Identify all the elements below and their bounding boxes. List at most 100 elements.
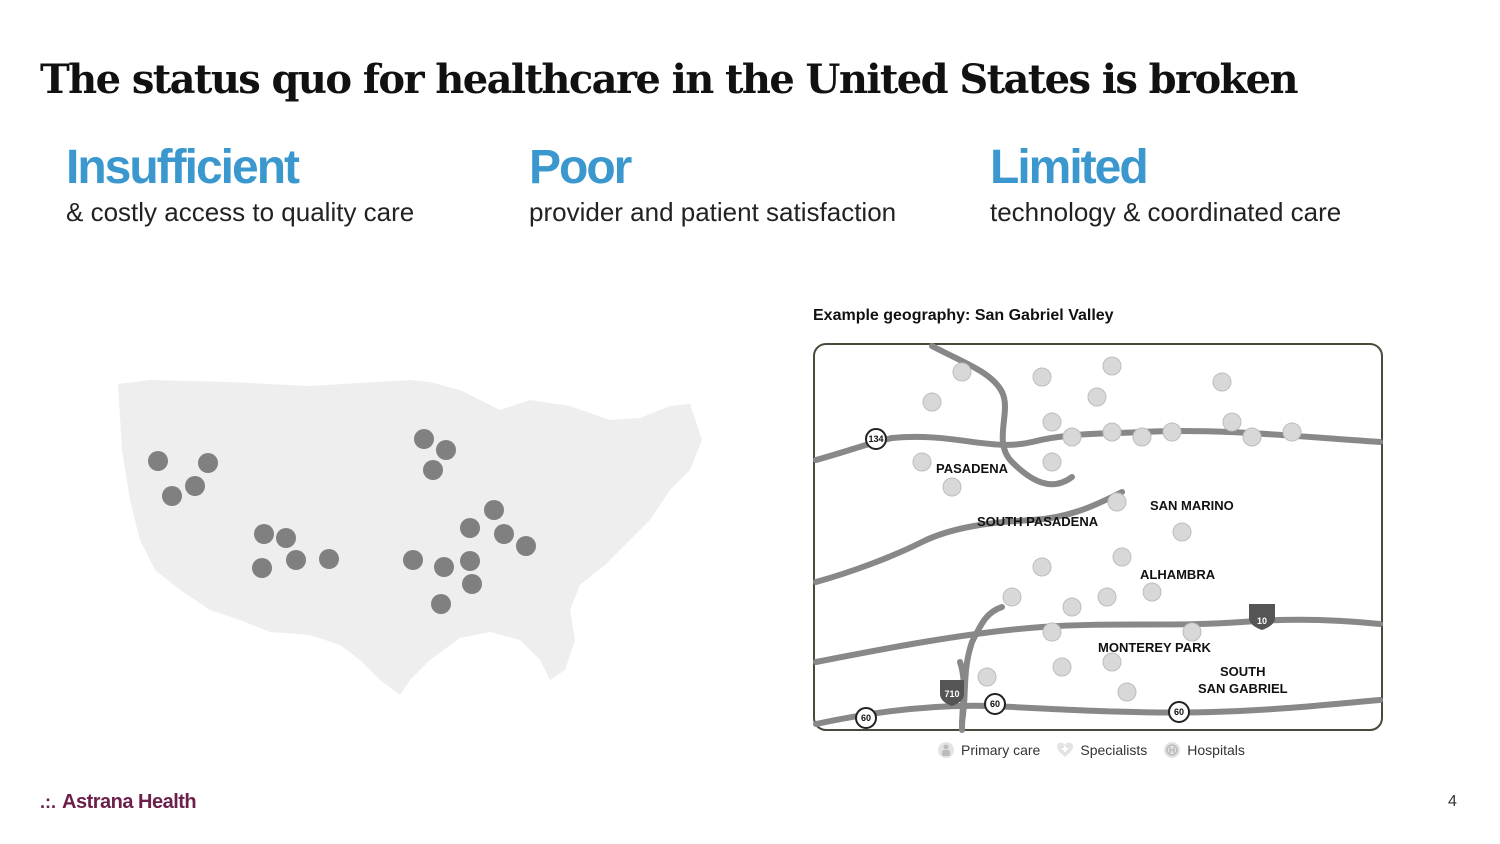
provider-marker [912,452,932,472]
provider-markers [912,356,1302,702]
interstate-10-shield [1249,604,1275,630]
place-label-pasadena: PASADENA [936,461,1009,476]
legend-label: Specialists [1080,742,1148,758]
provider-marker [1042,622,1062,642]
location-dot [162,486,182,506]
provider-marker [922,392,942,412]
location-dot [414,429,434,449]
provider-marker [1052,657,1072,677]
location-dot [460,518,480,538]
legend-label: Primary care [961,742,1041,758]
route-60-label: 60 [990,699,1000,709]
location-dot [319,549,339,569]
location-dot [254,524,274,544]
provider-marker [1142,582,1162,602]
interstate-710-shield [940,680,964,706]
location-dot [423,460,443,480]
us-map-outline [118,380,702,695]
route-60-label: 60 [861,713,871,723]
provider-marker [977,667,997,687]
route-134-label: 134 [868,434,883,444]
location-dot [403,550,423,570]
location-dot [434,557,454,577]
route-60-shield [1168,701,1190,723]
column-poor: Poor provider and patient satisfaction [529,142,896,228]
location-dot [516,536,536,556]
location-dot [494,524,514,544]
provider-marker [1222,412,1242,432]
provider-marker [1102,652,1122,672]
provider-marker [1182,622,1202,642]
column-subtitle: provider and patient satisfaction [529,197,897,227]
place-label-south: SOUTH [1220,664,1266,679]
route-710-label: 710 [944,689,959,699]
us-map [118,380,702,695]
provider-marker [1042,412,1062,432]
provider-marker [1002,587,1022,607]
location-dot [148,451,168,471]
location-dot [185,476,205,496]
logo-mark-icon: .:. [40,792,56,812]
astrana-health-logo: .:. Astrana Health [40,791,197,814]
map-caption: Example geography: San Gabriel Valley [813,307,1114,324]
place-label-alhambra: ALHAMBRA [1140,567,1216,582]
provider-marker [1062,427,1082,447]
provider-marker [1042,452,1062,472]
logo-wordmark: Astrana Health [62,791,197,813]
hospital-icon [1164,742,1181,758]
provider-marker [1162,422,1182,442]
location-dots [148,429,536,614]
location-dot [276,528,296,548]
place-label-south-pasadena: SOUTH PASADENA [977,514,1099,529]
location-dot [460,551,480,571]
legend-primary-care: Primary care [937,741,1040,759]
legend-label: Hospitals [1187,742,1245,758]
provider-marker [1032,367,1052,387]
column-subtitle: technology & coordinated care [990,197,1342,227]
specialists-heart-icon [1057,742,1074,757]
provider-marker [1107,492,1127,512]
primary-care-icon [938,742,954,758]
column-heading: Poor [529,141,632,194]
route-10-label: 10 [1257,616,1267,626]
provider-marker [1102,356,1122,376]
provider-marker [1087,387,1107,407]
provider-marker [1282,422,1302,442]
slide-title: The status quo for healthcare in the Uni… [40,56,1299,103]
route-60-label: 60 [1174,707,1184,717]
location-dot [252,558,272,578]
provider-marker [1062,597,1082,617]
san-gabriel-map: 134 10 710 60 60 60 PASADENA SOUTH PASAD… [813,343,1383,733]
provider-marker [952,362,972,382]
location-dot [198,453,218,473]
place-label-san-marino: SAN MARINO [1150,498,1234,513]
column-subtitle: & costly access to quality care [66,197,415,227]
column-insufficient: Insufficient & costly access to quality … [66,142,414,228]
provider-marker [1097,587,1117,607]
location-dot [484,500,504,520]
legend-specialists: Specialists [1056,741,1147,759]
provider-marker [1102,422,1122,442]
legend-hospitals: Hospitals [1163,741,1245,759]
place-label-monterey-park: MONTEREY PARK [1098,640,1212,655]
location-dot [431,594,451,614]
route-60-shield [855,707,877,729]
provider-marker [1032,557,1052,577]
provider-marker [1112,547,1132,567]
column-heading: Insufficient [66,141,300,194]
location-dot [286,550,306,570]
column-heading: Limited [990,141,1149,194]
provider-marker [1172,522,1192,542]
provider-marker [1242,427,1262,447]
map-legend: Primary care Specialists Hospitals [937,741,1245,759]
highway-shields [855,428,1190,729]
provider-marker [1212,372,1232,392]
provider-marker [1132,427,1152,447]
location-dot [462,574,482,594]
provider-marker [1117,682,1137,702]
route-134-shield [865,428,887,450]
route-60-shield [984,693,1006,715]
place-label-san-gabriel: SAN GABRIEL [1198,681,1288,696]
location-dot [436,440,456,460]
column-limited: Limited technology & coordinated care [990,142,1341,228]
